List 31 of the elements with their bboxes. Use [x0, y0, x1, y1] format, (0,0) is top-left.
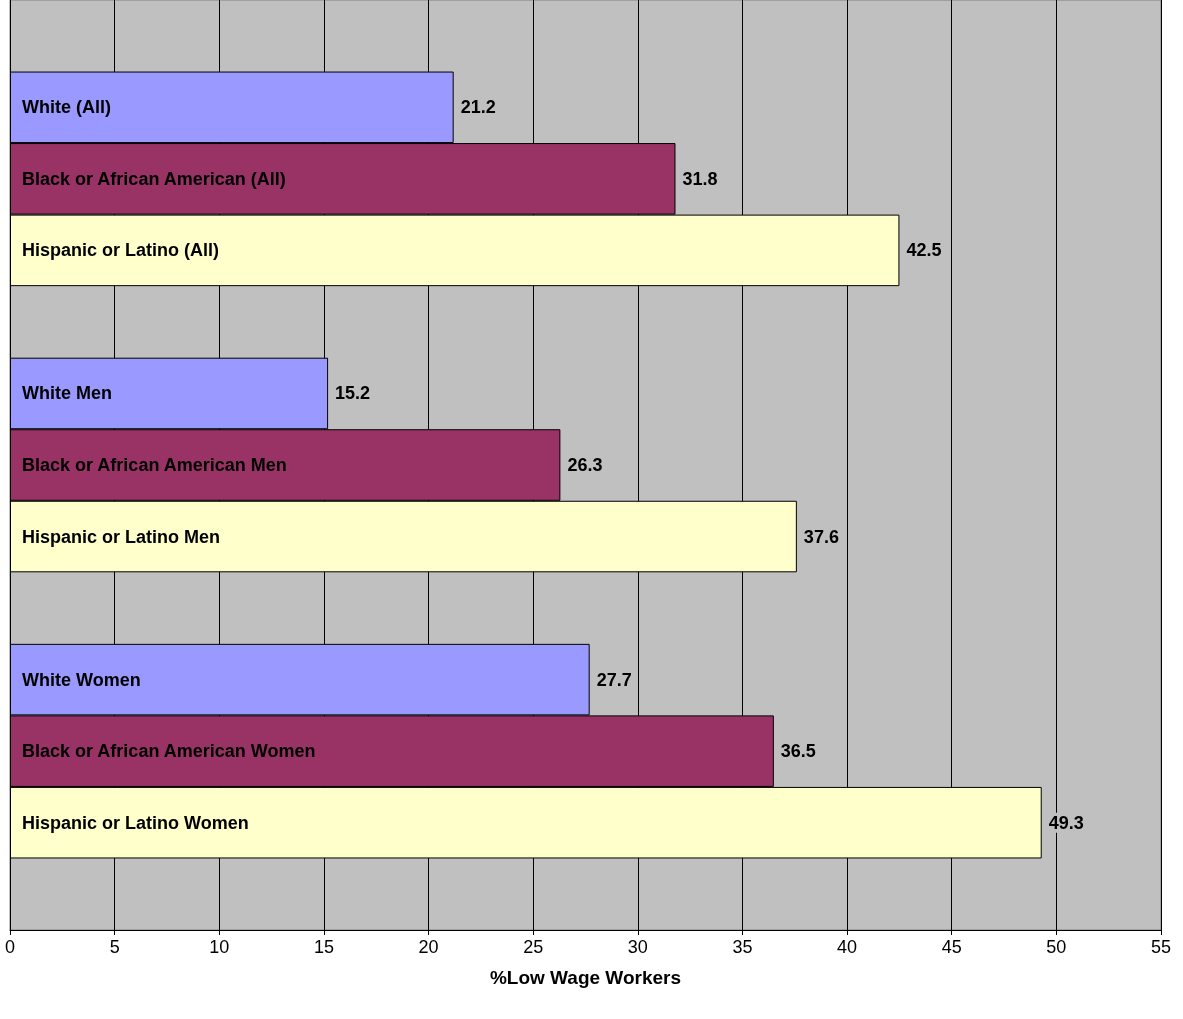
x-tick-label: 55	[1150, 937, 1172, 957]
data-label: 15.2	[335, 383, 371, 404]
x-tick-label: 25	[523, 937, 544, 957]
x-tick-label: 10	[209, 937, 230, 957]
data-label: 37.6	[803, 526, 839, 547]
x-tick-label: 50	[1046, 937, 1067, 957]
y-tick-label: Hispanic or Latino Men	[22, 526, 221, 547]
y-tick-label: Black or African American Women	[22, 741, 316, 762]
data-label: 27.7	[596, 669, 632, 690]
y-tick-label: Black or African American Men	[22, 455, 287, 475]
y-tick-label: White Women	[22, 669, 141, 690]
y-tick-label: Hispanic or Latino Women	[22, 812, 249, 833]
y-tick-label: Black or African American (All)	[22, 168, 286, 189]
x-axis-title: %Low Wage Workers	[489, 967, 682, 988]
x-tick-label: 40	[837, 937, 858, 957]
x-tick-label: 45	[941, 937, 962, 957]
data-label: 26.3	[567, 455, 603, 475]
y-tick-label: Hispanic or Latino (All)	[22, 240, 220, 261]
y-tick-label: White Men	[22, 383, 112, 404]
x-tick-label: 5	[109, 937, 120, 957]
x-tick-label: 30	[627, 937, 648, 957]
x-tick-label: 0	[4, 937, 16, 957]
data-label: 36.5	[780, 741, 816, 762]
data-label: 49.3	[1048, 812, 1084, 833]
x-tick-label: 35	[732, 937, 753, 957]
y-tick-label: White (All)	[22, 97, 111, 118]
x-tick-label: 20	[418, 937, 439, 957]
data-label: 42.5	[906, 240, 942, 261]
data-label: 21.2	[460, 97, 496, 118]
data-label: 31.8	[682, 168, 718, 189]
x-tick-label: 15	[313, 937, 334, 957]
